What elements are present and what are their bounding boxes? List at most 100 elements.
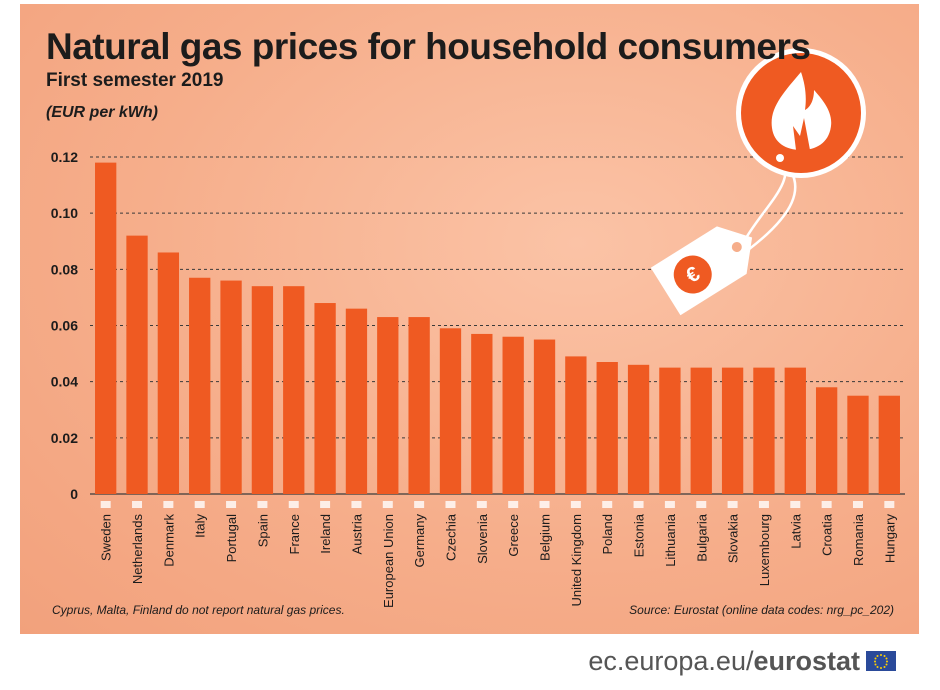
bar-greece [502, 336, 524, 494]
bar-luxembourg [753, 367, 775, 494]
x-tick-label: Portugal [224, 514, 239, 563]
x-tick-label: Latvia [788, 513, 803, 548]
x-tick-label: Ireland [318, 514, 333, 554]
x-tick-label: Czechia [443, 513, 458, 561]
x-tick-label: Germany [412, 514, 427, 568]
bar-hungary [878, 395, 900, 494]
bar-spain [251, 286, 274, 494]
y-tick-label: 0 [70, 486, 78, 502]
bars [95, 162, 900, 494]
bar-lithuania [659, 367, 681, 494]
y-tick-label: 0.08 [51, 261, 78, 277]
flag-icon [790, 501, 801, 508]
grid-lines [90, 156, 905, 495]
x-tick-label: Denmark [161, 514, 176, 567]
y-axis-ticks: 0 0.02 0.04 0.06 0.08 0.10 0.12 [51, 149, 78, 502]
flag-icon [320, 501, 331, 508]
bar-denmark [157, 252, 180, 494]
bar-bulgaria [690, 367, 712, 494]
brand-url: ec.europa.eu/ [588, 645, 754, 676]
x-tick-label: European Union [381, 514, 396, 608]
flag-icon [884, 501, 895, 508]
bar-france [283, 286, 305, 494]
flag-icon [351, 501, 362, 508]
x-tick-label: Netherlands [130, 514, 145, 585]
footnote: Cyprus, Malta, Finland do not report nat… [52, 603, 345, 617]
bar-poland [596, 362, 618, 494]
flag-icon [476, 501, 487, 508]
flag-icon [758, 501, 769, 508]
flag-icon [508, 501, 519, 508]
eu-flag-icon [866, 651, 896, 671]
bar-austria [345, 308, 368, 494]
eurostat-brand[interactable]: ec.europa.eu/ eurostat [588, 646, 896, 676]
flag-icon [445, 501, 456, 508]
x-tick-label: Italy [193, 514, 208, 538]
flag-icon [288, 501, 299, 508]
x-tick-label: Lithuania [663, 513, 678, 567]
flag-icon [414, 501, 425, 508]
flag-icon [664, 501, 675, 508]
x-tick-label: Austria [349, 513, 364, 554]
x-tick-label: Spain [255, 514, 270, 547]
x-tick-label: Slovenia [475, 513, 490, 564]
flag-icon [570, 501, 581, 508]
bar-latvia [784, 367, 806, 494]
bar-czechia [439, 328, 462, 494]
x-tick-label: Luxembourg [757, 514, 772, 586]
bar-netherlands [126, 235, 148, 494]
y-tick-label: 0.10 [51, 205, 78, 221]
x-axis-labels: Sweden Netherlands Denmark Italy Portugal Spa… [99, 501, 897, 608]
x-tick-label: France [287, 514, 302, 554]
bar-italy [189, 277, 211, 494]
chart-title: Natural gas prices for household consume… [46, 26, 811, 67]
x-tick-label: Croatia [820, 513, 835, 556]
flag-icon [226, 501, 237, 508]
source-note: Source: Eurostat (online data codes: nrg… [629, 603, 894, 617]
bar-european-union [377, 317, 399, 494]
flag-icon [633, 501, 644, 508]
bar-belgium [533, 339, 556, 494]
x-tick-label: Estonia [632, 513, 647, 557]
chart-subtitle: First semester 2019 [46, 70, 224, 91]
y-tick-label: 0.12 [51, 149, 78, 165]
flag-icon [382, 501, 393, 508]
gas-price-tag-icon: € [650, 48, 866, 316]
y-tick-label: 0.06 [51, 318, 78, 334]
bar-germany [408, 317, 430, 494]
flag-icon [821, 501, 832, 508]
flag-icon [132, 501, 143, 508]
y-tick-label: 0.04 [51, 374, 78, 390]
flag-icon [539, 501, 550, 508]
bar-slovakia [721, 367, 744, 494]
y-axis-unit: (EUR per kWh) [46, 104, 158, 121]
x-tick-label: Bulgaria [694, 513, 709, 561]
bar-portugal [220, 280, 242, 494]
bar-romania [847, 395, 869, 494]
x-tick-label: Belgium [538, 514, 553, 561]
x-tick-label: Hungary [882, 514, 897, 564]
bar-sweden [95, 162, 117, 494]
bar-united-kingdom [565, 356, 587, 494]
x-tick-label: Romania [851, 513, 866, 566]
flag-icon [696, 501, 707, 508]
bar-slovenia [471, 333, 493, 494]
flag-icon [257, 501, 268, 508]
flag-icon [163, 501, 174, 508]
bar-croatia [815, 387, 838, 494]
brand-name: eurostat [753, 645, 860, 676]
x-tick-label: Poland [600, 514, 615, 554]
flag-icon [100, 501, 111, 508]
flag-icon [194, 501, 205, 508]
x-tick-label: Sweden [99, 514, 114, 561]
bar-ireland [314, 303, 336, 494]
flag-icon [602, 501, 613, 508]
x-tick-label: Slovakia [726, 513, 741, 563]
x-tick-label: United Kingdom [569, 514, 584, 607]
bar-estonia [627, 364, 650, 494]
x-tick-label: Greece [506, 514, 521, 557]
flag-icon [727, 501, 738, 508]
y-tick-label: 0.02 [51, 430, 78, 446]
flag-icon [852, 501, 863, 508]
